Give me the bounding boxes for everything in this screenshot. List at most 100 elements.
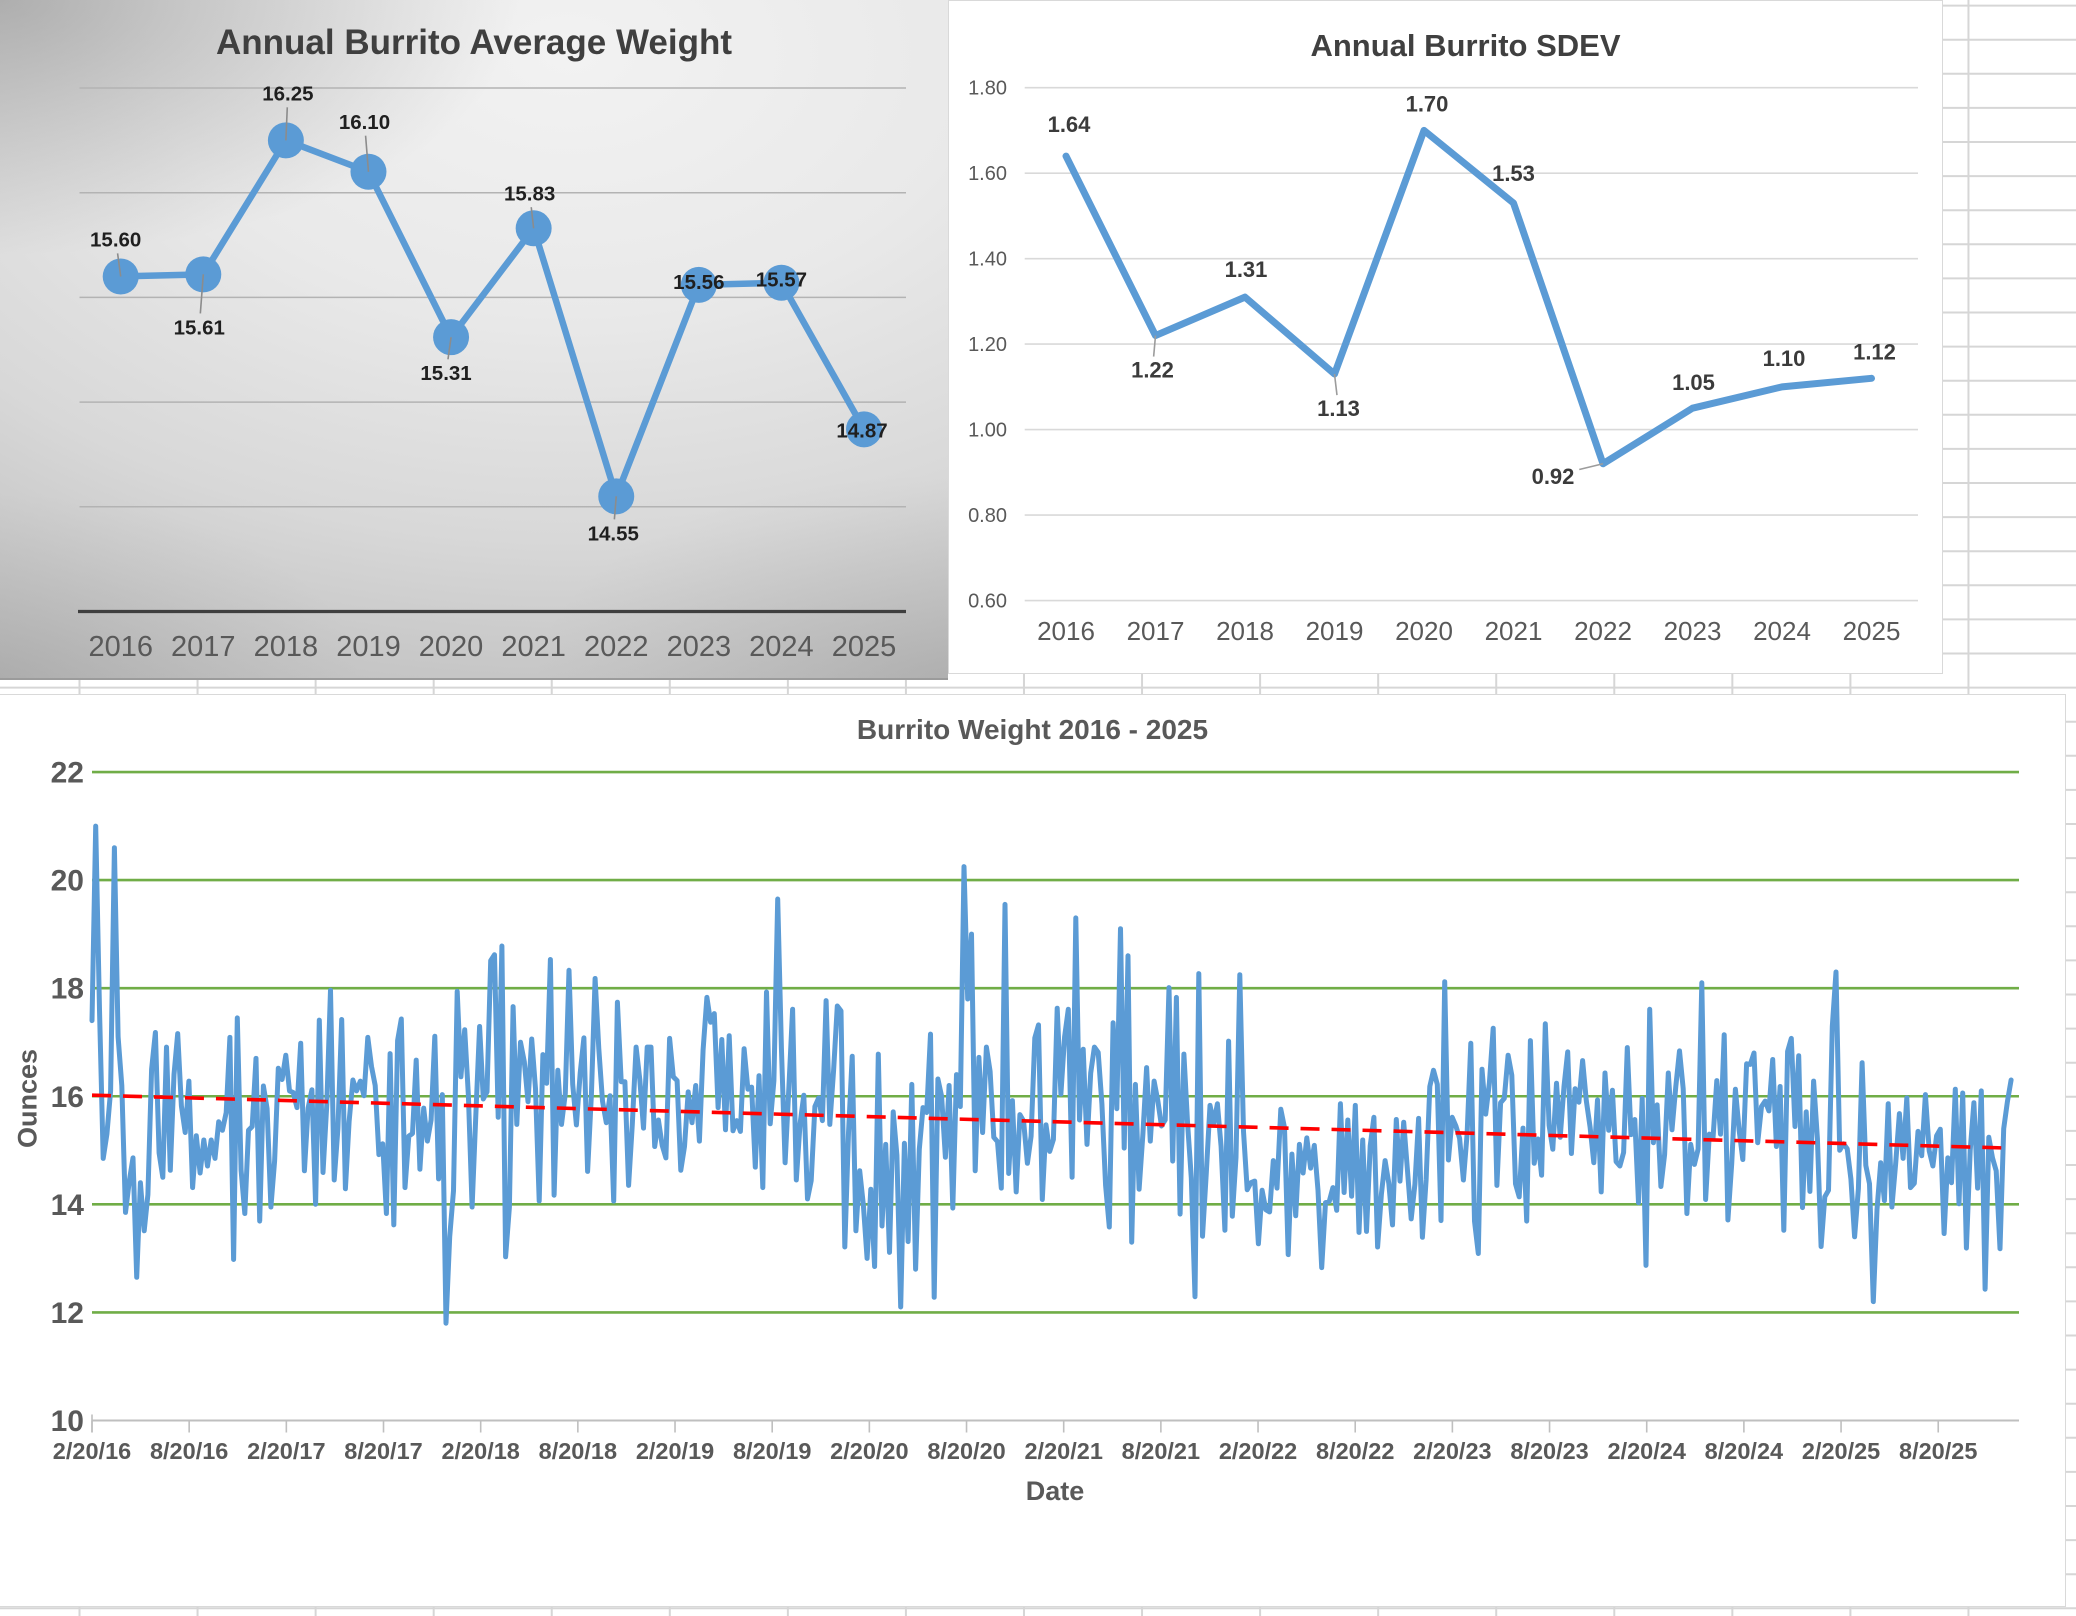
chart-annual-sdev[interactable]: 1.80 1.60 1.40 1.20 1.00 0.80 0.60 2016 2017 2018… bbox=[948, 0, 1943, 674]
x-tick-label: 2019 bbox=[1306, 616, 1364, 646]
x-axis-title: Date bbox=[1025, 1476, 1085, 1506]
y-tick-label: 1.00 bbox=[968, 420, 1007, 442]
x-tick-label: 2019 bbox=[336, 631, 401, 663]
y-tick-label: 0.80 bbox=[968, 505, 1007, 527]
x-tick-label: 2021 bbox=[501, 631, 566, 663]
x-tick-label: 2016 bbox=[1037, 616, 1095, 646]
data-label: 14.55 bbox=[588, 522, 639, 545]
chart-title-sdev: Annual Burrito SDEV bbox=[1310, 28, 1621, 63]
y-tick-label: 10 bbox=[51, 1405, 84, 1438]
x-tick-label: 2023 bbox=[1664, 616, 1722, 646]
x-tick-label: 2025 bbox=[832, 631, 897, 663]
label-leader-line bbox=[364, 135, 370, 172]
label-leader-line bbox=[613, 496, 618, 520]
data-label: 15.61 bbox=[174, 316, 225, 339]
x-tick-label: 8/20/24 bbox=[1705, 1438, 1783, 1464]
label-leader-line bbox=[1579, 462, 1604, 471]
data-label: 1.22 bbox=[1131, 358, 1174, 383]
data-label: 15.83 bbox=[504, 182, 555, 205]
data-label: 15.56 bbox=[673, 271, 724, 294]
data-label: 1.64 bbox=[1048, 112, 1092, 137]
chart-title-average-weight: Annual Burrito Average Weight bbox=[216, 23, 732, 62]
weight-series-plot: 2/20/16 8/20/16 2/20/17 8/20/17 2/20/18 8/20/… bbox=[51, 757, 2019, 1464]
x-tick-label: 2017 bbox=[171, 631, 236, 663]
average-weight-plot: 2016 2017 2018 2019 2020 2021 2022 2023 2024 2025… bbox=[78, 82, 906, 663]
y-tick-label: 14 bbox=[51, 1189, 85, 1222]
y-tick-label: 18 bbox=[51, 973, 84, 1006]
x-tick-label: 2024 bbox=[749, 631, 814, 663]
chart-burrito-weight-series[interactable]: 2/20/16 8/20/16 2/20/17 8/20/17 2/20/18 8/20/… bbox=[0, 694, 2066, 1607]
y-tick-label: 1.80 bbox=[968, 78, 1007, 100]
series-line bbox=[117, 137, 868, 500]
y-tick-label: 0.60 bbox=[968, 591, 1007, 613]
x-tick-label: 8/20/19 bbox=[733, 1438, 811, 1464]
x-tick-label: 2023 bbox=[667, 631, 732, 663]
x-tick-label: 8/20/21 bbox=[1122, 1438, 1200, 1464]
data-label: 16.25 bbox=[262, 82, 313, 105]
data-label: 16.10 bbox=[339, 111, 390, 134]
x-tick-label: 8/20/20 bbox=[927, 1438, 1005, 1464]
x-tick-label: 2/20/16 bbox=[53, 1438, 131, 1464]
x-tick-label: 2017 bbox=[1127, 616, 1185, 646]
sdev-plot: 1.80 1.60 1.40 1.20 1.00 0.80 0.60 2016 2017 2018… bbox=[968, 78, 1918, 646]
series-line bbox=[89, 823, 2014, 1326]
x-tick-label: 8/20/16 bbox=[150, 1438, 228, 1464]
x-tick-label: 2/20/22 bbox=[1219, 1438, 1297, 1464]
x-tick-label: 2016 bbox=[88, 631, 153, 663]
x-tick-label: 2/20/21 bbox=[1024, 1438, 1102, 1464]
data-label: 1.12 bbox=[1853, 339, 1896, 364]
chart-annual-average-weight[interactable]: 2016 2017 2018 2019 2020 2021 2022 2023 2024 2025… bbox=[0, 0, 948, 680]
y-tick-label: 12 bbox=[51, 1297, 84, 1330]
label-leader-line bbox=[447, 337, 452, 360]
label-leader-line bbox=[1152, 335, 1157, 357]
data-label: 1.70 bbox=[1406, 91, 1449, 116]
data-label: 15.60 bbox=[90, 228, 141, 251]
data-label: 1.53 bbox=[1492, 161, 1535, 186]
chart-title-weight-series: Burrito Weight 2016 - 2025 bbox=[856, 714, 1209, 745]
x-tick-label: 2/20/23 bbox=[1413, 1438, 1491, 1464]
data-label: 1.13 bbox=[1317, 396, 1360, 421]
data-label: 1.31 bbox=[1225, 257, 1268, 282]
label-leader-line bbox=[1333, 373, 1338, 396]
x-tick-label: 2024 bbox=[1753, 616, 1811, 646]
data-point-marker bbox=[680, 266, 717, 303]
x-tick-label: 2022 bbox=[1574, 616, 1632, 646]
x-tick-label: 8/20/25 bbox=[1899, 1438, 1977, 1464]
x-tick-label: 8/20/22 bbox=[1316, 1438, 1394, 1464]
trend-line bbox=[91, 1093, 2012, 1150]
label-leader-line bbox=[530, 207, 535, 229]
data-point-marker bbox=[598, 478, 635, 515]
x-tick-label: 2018 bbox=[254, 631, 319, 663]
x-tick-label: 2021 bbox=[1485, 616, 1543, 646]
data-label: 1.10 bbox=[1763, 346, 1806, 371]
x-tick-label: 2/20/19 bbox=[636, 1438, 714, 1464]
x-tick-label: 2020 bbox=[419, 631, 484, 663]
series-line bbox=[1062, 126, 1875, 468]
x-tick-label: 2018 bbox=[1216, 616, 1274, 646]
x-tick-label: 2/20/18 bbox=[441, 1438, 519, 1464]
x-tick-label: 2/20/17 bbox=[247, 1438, 325, 1464]
data-label: 15.57 bbox=[756, 269, 807, 292]
y-tick-label: 1.40 bbox=[968, 249, 1007, 271]
y-axis-title: Ounces bbox=[12, 1048, 43, 1149]
x-tick-label: 8/20/18 bbox=[539, 1438, 617, 1464]
x-tick-label: 2022 bbox=[584, 631, 649, 663]
x-tick-label: 2/20/20 bbox=[830, 1438, 908, 1464]
label-leader-line bbox=[116, 253, 122, 277]
y-tick-label: 20 bbox=[51, 865, 84, 898]
y-tick-label: 16 bbox=[51, 1081, 84, 1114]
data-label: 15.31 bbox=[420, 362, 471, 385]
data-label: 0.92 bbox=[1532, 464, 1575, 489]
data-label: 14.87 bbox=[836, 419, 887, 442]
x-tick-label: 8/20/17 bbox=[344, 1438, 422, 1464]
label-leader-line bbox=[285, 107, 289, 141]
data-point-marker bbox=[846, 411, 883, 448]
x-tick-label: 2/20/24 bbox=[1608, 1438, 1686, 1464]
x-tick-label: 2/20/25 bbox=[1802, 1438, 1880, 1464]
x-tick-label: 8/20/23 bbox=[1510, 1438, 1588, 1464]
y-tick-label: 1.20 bbox=[968, 334, 1007, 356]
data-label: 1.05 bbox=[1672, 370, 1715, 395]
data-point-marker bbox=[763, 264, 800, 301]
x-tick-label: 2020 bbox=[1395, 616, 1453, 646]
